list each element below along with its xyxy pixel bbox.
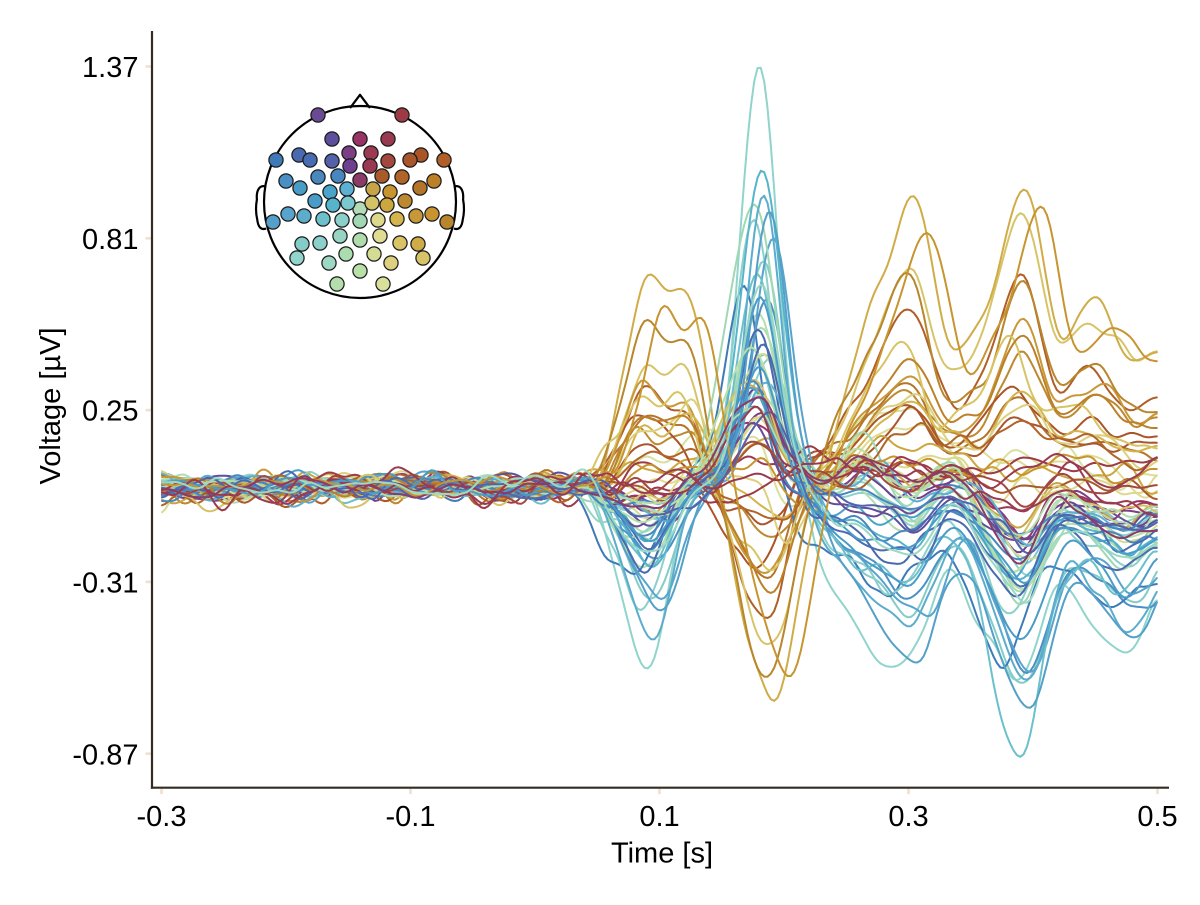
svg-text:0.25: 0.25 [82, 396, 138, 428]
svg-text:-0.87: -0.87 [72, 739, 138, 771]
svg-text:Voltage [µV]: Voltage [µV] [35, 328, 67, 485]
svg-text:-0.3: -0.3 [137, 801, 187, 833]
svg-text:0.3: 0.3 [888, 801, 928, 833]
svg-text:0.81: 0.81 [82, 224, 138, 256]
svg-text:1.37: 1.37 [82, 52, 138, 84]
svg-text:-0.1: -0.1 [386, 801, 436, 833]
svg-text:0.1: 0.1 [639, 801, 679, 833]
svg-text:0.5: 0.5 [1137, 801, 1177, 833]
svg-text:-0.31: -0.31 [72, 568, 138, 600]
svg-text:Time [s]: Time [s] [611, 838, 713, 870]
